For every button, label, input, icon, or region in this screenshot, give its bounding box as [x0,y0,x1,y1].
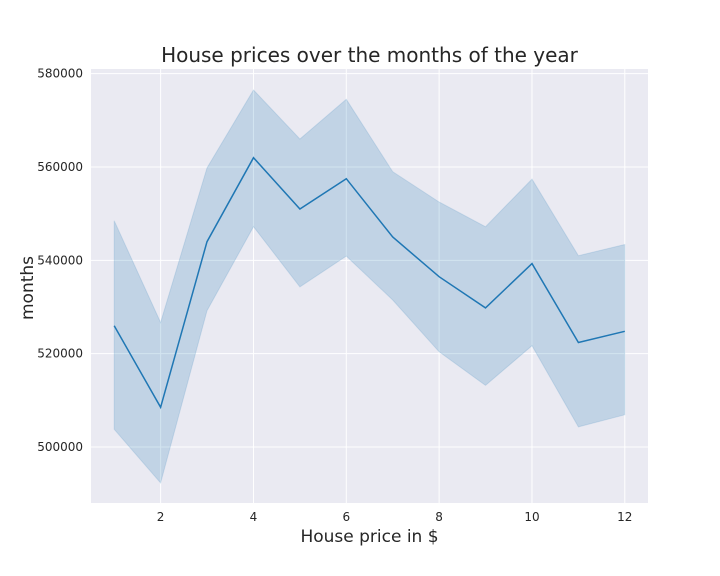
x-tick-label: 2 [157,510,165,524]
x-tick-labels: 2 4 6 8 10 12 [157,510,633,524]
y-tick-label: 560000 [37,160,83,174]
plot-area [91,69,648,503]
chart-title: House prices over the months of the year [161,43,579,67]
x-tick-label: 12 [617,510,632,524]
y-tick-label: 520000 [37,347,83,361]
y-tick-label: 500000 [37,440,83,454]
series-line [113,156,625,410]
gridlines [91,69,648,503]
x-tick-label: 10 [524,510,539,524]
x-axis-label: House price in $ [300,527,438,547]
y-tick-labels: 500000 520000 540000 560000 580000 [37,67,83,454]
x-tick-label: 6 [342,510,350,524]
y-tick-label: 540000 [37,253,83,267]
x-tick-label: 8 [435,510,443,524]
confidence-band [113,89,626,484]
y-tick-label: 580000 [37,67,83,81]
x-tick-label: 4 [250,510,258,524]
y-axis-label: months [18,256,38,320]
